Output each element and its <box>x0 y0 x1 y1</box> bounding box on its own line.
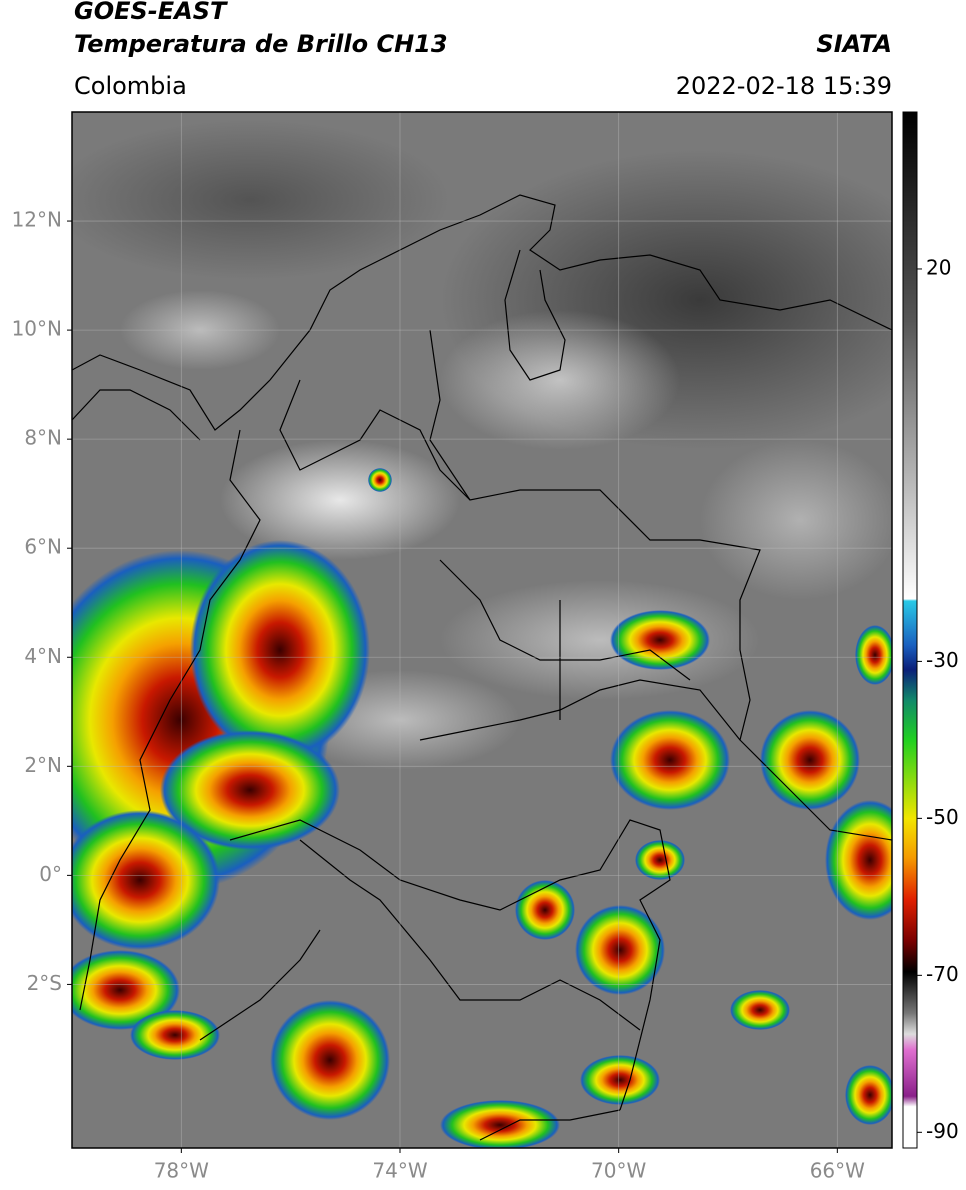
region: Colombia <box>74 72 187 100</box>
title: GOES-EAST <box>74 0 228 25</box>
lon-tick-label: 66°W <box>810 1159 865 1183</box>
lat-tick-label: 6°N <box>24 535 62 559</box>
colorbar-tick-label: -50 <box>926 805 959 829</box>
lon-tick-label: 70°W <box>591 1159 646 1183</box>
imagery <box>72 112 892 1148</box>
colorbar-tick-label: 20 <box>926 255 951 279</box>
lon-tick-label: 78°W <box>154 1159 209 1183</box>
lat-tick-label: 12°N <box>12 208 62 232</box>
map-frame <box>71 111 893 1149</box>
lat-tick-label: 8°N <box>24 426 62 450</box>
source: SIATA <box>816 30 892 58</box>
colorbar-tick-label: -90 <box>926 1119 959 1143</box>
lat-tick-label: 4°N <box>24 644 62 668</box>
lon-tick-label: 74°W <box>372 1159 427 1183</box>
lat-tick-label: 2°S <box>27 971 62 995</box>
colorbar-tick-label: -30 <box>926 648 959 672</box>
lat-tick-label: 0° <box>39 862 62 886</box>
colorbar <box>902 111 918 1149</box>
graticule <box>72 112 892 1148</box>
lat-tick-label: 2°N <box>24 753 62 777</box>
lat-tick-label: 10°N <box>12 317 62 341</box>
subtitle: Temperatura de Brillo CH13 <box>74 30 448 58</box>
datetime: 2022-02-18 15:39 <box>676 72 892 100</box>
colorbar-tick-label: -70 <box>926 962 959 986</box>
